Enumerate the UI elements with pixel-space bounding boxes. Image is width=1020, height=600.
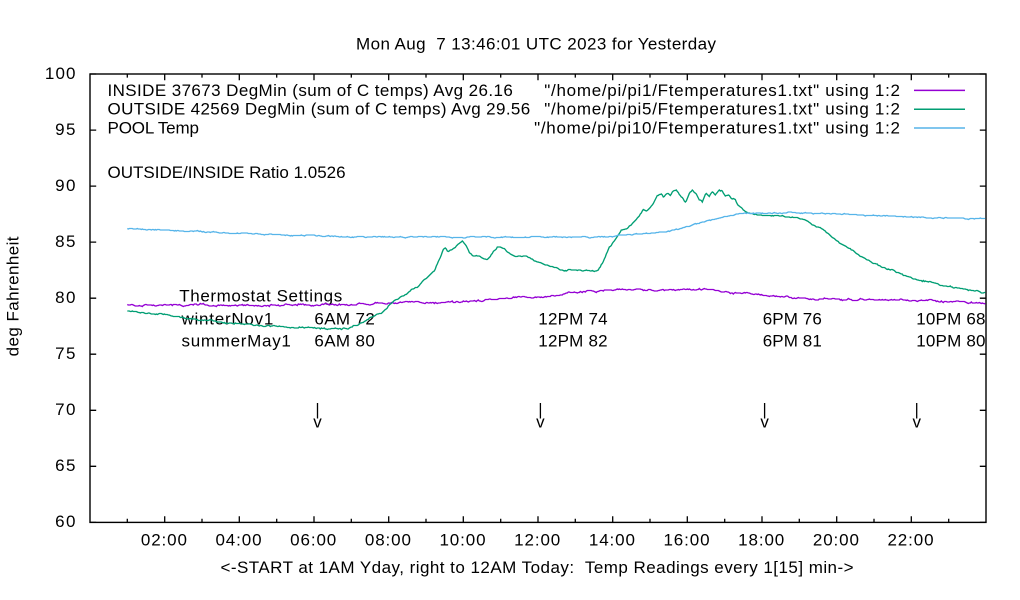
svg-text:16:00: 16:00 bbox=[663, 530, 709, 549]
svg-text:6PM 76: 6PM 76 bbox=[763, 309, 822, 328]
svg-text:6AM 72: 6AM 72 bbox=[314, 309, 374, 328]
svg-text:6AM 80: 6AM 80 bbox=[314, 332, 374, 351]
svg-text:<-START at 1AM Yday, right to: <-START at 1AM Yday, right to 12AM Today… bbox=[220, 558, 853, 577]
svg-text:12:00: 12:00 bbox=[514, 530, 560, 549]
svg-text:summerMay1: summerMay1 bbox=[182, 332, 291, 351]
svg-text:95: 95 bbox=[55, 120, 75, 139]
svg-text:POOL Temp: POOL Temp bbox=[108, 118, 200, 137]
svg-text:08:00: 08:00 bbox=[365, 530, 411, 549]
svg-text:12PM 82: 12PM 82 bbox=[538, 332, 607, 351]
svg-text:v: v bbox=[313, 413, 322, 432]
svg-text:18:00: 18:00 bbox=[738, 530, 784, 549]
svg-text:10:00: 10:00 bbox=[439, 530, 485, 549]
svg-text:100: 100 bbox=[45, 64, 76, 83]
svg-text:80: 80 bbox=[55, 288, 75, 307]
svg-text:22:00: 22:00 bbox=[887, 530, 933, 549]
svg-text:Thermostat Settings: Thermostat Settings bbox=[179, 286, 342, 305]
svg-text:90: 90 bbox=[55, 176, 75, 195]
svg-text:"/home/pi/pi5/Ftemperatures1.t: "/home/pi/pi5/Ftemperatures1.txt" using … bbox=[544, 100, 900, 119]
svg-text:deg Fahrenheit: deg Fahrenheit bbox=[3, 236, 22, 356]
svg-text:"/home/pi/pi1/Ftemperatures1.t: "/home/pi/pi1/Ftemperatures1.txt" using … bbox=[544, 81, 900, 100]
svg-text:85: 85 bbox=[55, 232, 75, 251]
svg-text:60: 60 bbox=[55, 512, 75, 531]
svg-text:02:00: 02:00 bbox=[141, 530, 187, 549]
svg-text:65: 65 bbox=[55, 456, 75, 475]
svg-text:Mon Aug 7 13:46:01 UTC 2023 f: Mon Aug 7 13:46:01 UTC 2023 for Yesterda… bbox=[356, 34, 717, 53]
svg-text:12PM 74: 12PM 74 bbox=[538, 309, 607, 328]
svg-text:OUTSIDE/INSIDE Ratio 1.0526: OUTSIDE/INSIDE Ratio 1.0526 bbox=[108, 163, 346, 182]
svg-text:v: v bbox=[760, 413, 769, 432]
svg-text:14:00: 14:00 bbox=[589, 530, 635, 549]
svg-text:10PM 80: 10PM 80 bbox=[916, 332, 985, 351]
svg-text:75: 75 bbox=[55, 344, 75, 363]
svg-text:"/home/pi/pi10/Ftemperatures1.: "/home/pi/pi10/Ftemperatures1.txt" using… bbox=[534, 118, 900, 137]
svg-text:v: v bbox=[536, 413, 545, 432]
svg-text:6PM 81: 6PM 81 bbox=[763, 332, 822, 351]
svg-text:04:00: 04:00 bbox=[215, 530, 261, 549]
svg-text:06:00: 06:00 bbox=[290, 530, 336, 549]
svg-text:OUTSIDE 42569 DegMin (sum of C: OUTSIDE 42569 DegMin (sum of C temps) Av… bbox=[108, 100, 531, 119]
svg-text:70: 70 bbox=[55, 400, 75, 419]
svg-text:20:00: 20:00 bbox=[813, 530, 859, 549]
svg-text:10PM 68: 10PM 68 bbox=[916, 309, 985, 328]
svg-text:INSIDE 37673 DegMin (sum of C: INSIDE 37673 DegMin (sum of C temps) Avg… bbox=[108, 81, 513, 100]
svg-text:v: v bbox=[912, 413, 921, 432]
